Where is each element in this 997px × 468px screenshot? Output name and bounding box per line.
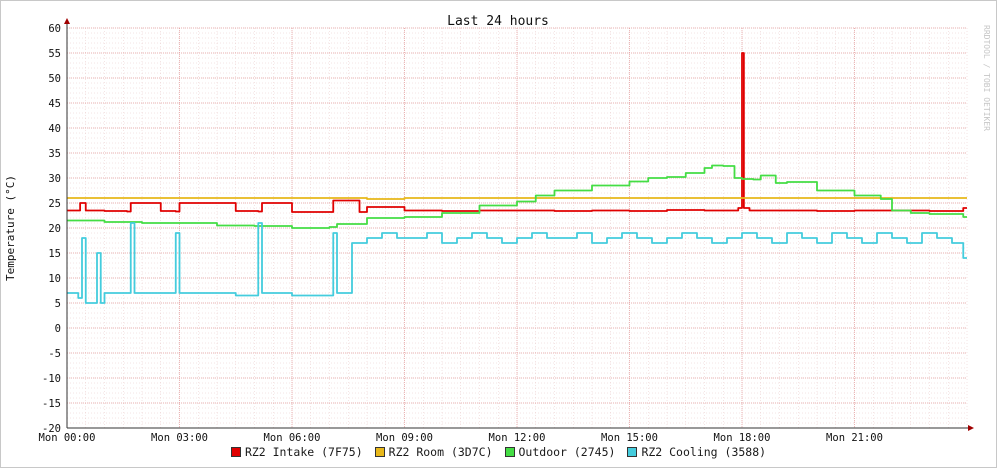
legend-label: RZ2 Cooling (3588) [641,444,767,459]
legend: RZ2 Intake (7F75) RZ2 Room (3D7C) Outdoor … [0,444,997,459]
y-tick-label: -10 [42,373,61,385]
y-tick-label: 25 [48,198,61,210]
y-tick-label: 40 [48,123,61,135]
watermark: RRDTOOL / TOBI OETIKER [982,25,991,131]
series-line-2 [67,164,967,229]
y-tick-label: -5 [48,348,61,360]
y-axis-arrow-icon [64,18,70,24]
series-line-3 [67,222,967,304]
x-tick-label: Mon 18:00 [714,432,771,444]
y-tick-label: 45 [48,98,61,110]
y-tick-label: 5 [55,298,61,310]
legend-item: Outdoor (2745) [504,444,616,459]
chart-title: Last 24 hours [447,14,549,29]
x-tick-label: Mon 00:00 [39,432,96,444]
x-tick-label: Mon 09:00 [376,432,433,444]
legend-label: RZ2 Intake (7F75) [244,444,363,459]
legend-swatch [627,446,638,457]
y-tick-label: 60 [48,23,61,35]
y-tick-label: 15 [48,248,61,260]
legend-item: RZ2 Room (3D7C) [374,444,493,459]
y-tick-label: 0 [55,323,61,335]
y-tick-label: 10 [48,273,61,285]
axes: -20 -15 -10 -5 0 5 10 15 20 25 30 35 40 45 50 55 60 Mon 0… [39,18,974,444]
series-lines [67,52,967,304]
y-tick-label: 20 [48,223,61,235]
legend-swatch [230,446,241,457]
legend-swatch [504,446,515,457]
legend-item: RZ2 Intake (7F75) [230,444,363,459]
y-tick-label: 55 [48,48,61,60]
series-line-0 [67,52,967,213]
grid [66,27,968,429]
legend-label: RZ2 Room (3D7C) [388,444,493,459]
y-tick-label: 50 [48,73,61,85]
x-tick-label: Mon 03:00 [151,432,208,444]
y-tick-label: -20 [42,423,61,435]
y-axis-label: Temperature (°C) [4,175,17,281]
legend-label: Outdoor (2745) [518,444,616,459]
x-axis-arrow-icon [968,425,974,431]
series-line-1 [67,197,967,200]
x-tick-label: Mon 06:00 [264,432,321,444]
y-tick-label: -15 [42,398,61,410]
legend-item: RZ2 Cooling (3588) [627,445,766,459]
x-tick-label: Mon 15:00 [601,432,658,444]
y-tick-label: 35 [48,148,61,160]
x-tick-label: Mon 12:00 [489,432,546,444]
legend-swatch [374,446,385,457]
y-tick-label: 30 [48,173,61,185]
x-tick-label: Mon 21:00 [826,432,883,444]
